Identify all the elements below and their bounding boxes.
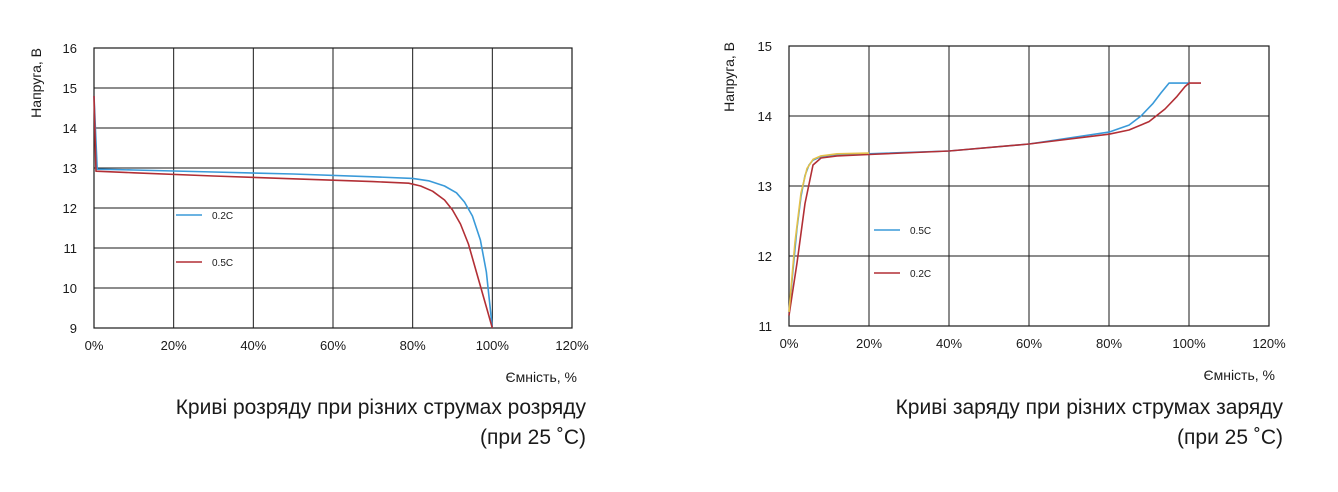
series-line-unlabeled bbox=[788, 152, 870, 313]
y-tick-label: 14 bbox=[758, 109, 772, 124]
y-axis-label: Напруга, В bbox=[28, 48, 44, 118]
x-tick-label: 60% bbox=[1016, 336, 1042, 351]
x-tick-label: 20% bbox=[161, 338, 187, 353]
caption-line-1: Криві розряду при різних струмах розряду bbox=[175, 396, 586, 419]
x-axis-label: Ємність, % bbox=[506, 369, 577, 385]
legend-entry: 0.2C bbox=[874, 269, 931, 280]
y-tick-label: 14 bbox=[63, 121, 77, 136]
y-tick-label: 11 bbox=[64, 241, 78, 256]
legend-entry: 0.5C bbox=[874, 226, 931, 237]
caption-line-2: (при 25 ˚C) bbox=[1177, 426, 1283, 449]
caption-line-1: Криві заряду при різних струмах заряду bbox=[895, 396, 1283, 419]
x-tick-label: 80% bbox=[1096, 336, 1122, 351]
y-tick-label: 12 bbox=[758, 249, 772, 264]
charge-chart: 0% 20% 40% 60% 80% 100% 120% 11 12 13 14 15 Ємність,… bbox=[721, 39, 1286, 383]
x-tick-label: 0% bbox=[780, 336, 799, 351]
y-axis-label: Напруга, В bbox=[721, 42, 737, 112]
series-line-0-2C bbox=[788, 82, 1201, 316]
discharge-chart-caption: Криві розряду при різних струмах розряду… bbox=[176, 393, 586, 453]
x-tick-label: 120% bbox=[555, 338, 589, 353]
y-tick-label: 9 bbox=[70, 321, 77, 336]
legend-label: 0.5C bbox=[212, 258, 233, 269]
y-tick-label: 15 bbox=[63, 81, 77, 96]
y-tick-label: 12 bbox=[63, 201, 77, 216]
y-tick-label: 15 bbox=[758, 39, 772, 54]
x-tick-label: 20% bbox=[856, 336, 882, 351]
x-tick-label: 100% bbox=[1172, 336, 1206, 351]
y-tick-label: 13 bbox=[63, 161, 77, 176]
x-tick-label: 100% bbox=[476, 338, 510, 353]
x-tick-label: 40% bbox=[936, 336, 962, 351]
series-line-0-5C bbox=[788, 82, 1189, 314]
legend-label: 0.2C bbox=[212, 211, 233, 222]
charge-chart-caption: Криві заряду при різних струмах заряду (… bbox=[896, 393, 1283, 453]
x-tick-label: 40% bbox=[240, 338, 266, 353]
x-axis-label: Ємність, % bbox=[1204, 367, 1275, 383]
discharge-chart: 0% 20% 40% 60% 80% 100% 120% 9 10 11 12 13 14 15 16 Ємн… bbox=[28, 41, 589, 385]
series-line-0-2C bbox=[93, 95, 494, 329]
x-tick-label: 60% bbox=[320, 338, 346, 353]
legend-entry: 0.5C bbox=[176, 258, 233, 269]
y-tick-label: 16 bbox=[63, 41, 77, 56]
caption-line-2: (при 25 ˚C) bbox=[480, 426, 586, 449]
legend-label: 0.2C bbox=[910, 269, 931, 280]
legend-label: 0.5C bbox=[910, 226, 931, 237]
y-tick-label: 13 bbox=[758, 179, 772, 194]
charge-chart-panel: 0% 20% 40% 60% 80% 100% 120% 11 12 13 14 15 Ємність,… bbox=[669, 0, 1338, 492]
x-tick-label: 80% bbox=[400, 338, 426, 353]
y-tick-label: 11 bbox=[759, 319, 773, 334]
plot-frame bbox=[93, 47, 573, 329]
discharge-chart-panel: 0% 20% 40% 60% 80% 100% 120% 9 10 11 12 13 14 15 16 Ємн… bbox=[28, 41, 589, 453]
legend-entry: 0.2C bbox=[176, 211, 233, 222]
plot-frame bbox=[788, 45, 1270, 327]
x-tick-label: 0% bbox=[85, 338, 104, 353]
series-line-0-5C bbox=[93, 95, 494, 329]
y-tick-label: 10 bbox=[63, 281, 77, 296]
x-tick-label: 120% bbox=[1252, 336, 1286, 351]
